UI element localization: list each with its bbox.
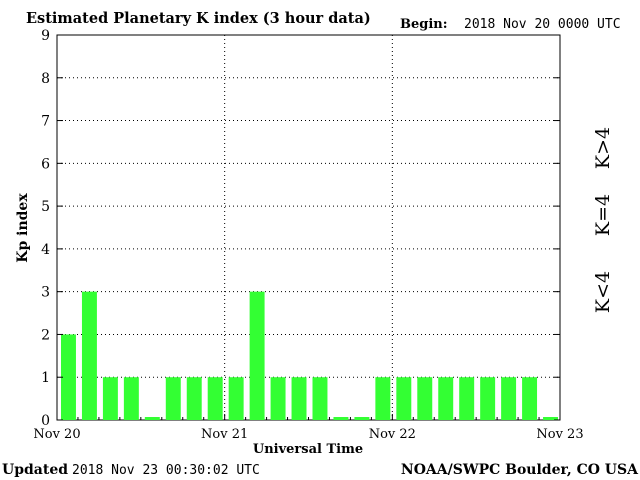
kp-bar <box>207 377 223 420</box>
legend-k-above-4: K>4 <box>592 127 614 169</box>
kp-bar <box>102 377 118 420</box>
y-tick-label: 9 <box>41 28 50 44</box>
y-tick-label: 6 <box>41 156 50 172</box>
y-tick-label: 4 <box>41 242 50 258</box>
y-tick-label: 3 <box>41 285 50 301</box>
begin-label: Begin: <box>400 17 448 32</box>
kp-bar <box>165 377 181 420</box>
legend-k-equals-4: K=4 <box>592 194 614 236</box>
kp-bar <box>459 377 475 420</box>
bar-series <box>61 291 558 420</box>
y-axis-label: Kp index <box>15 193 31 263</box>
kp-bar <box>438 377 454 420</box>
y-tick-label: 1 <box>41 370 50 386</box>
kp-bar <box>375 377 391 420</box>
kp-bar <box>480 377 496 420</box>
x-axis-label: Universal Time <box>253 442 363 457</box>
grid-lines <box>57 35 560 420</box>
y-tick-label: 7 <box>41 114 50 130</box>
kp-bar <box>396 377 412 420</box>
x-tick-label: Nov 21 <box>201 427 248 442</box>
kp-bar <box>417 377 433 420</box>
kp-bar <box>123 377 139 420</box>
kp-bar <box>270 377 286 420</box>
y-tick-label: 0 <box>41 413 50 429</box>
updated-label: Updated <box>2 462 68 478</box>
kp-bar <box>291 377 307 420</box>
x-tick-label: Nov 20 <box>33 427 80 442</box>
kp-bar <box>333 417 349 420</box>
kp-bar <box>81 291 97 420</box>
kp-bar <box>249 291 265 420</box>
y-tick-label: 2 <box>41 327 50 343</box>
kp-bar <box>543 417 558 420</box>
y-axis-ticks: 0 1 2 3 4 5 6 7 8 9 <box>41 28 560 429</box>
x-axis-ticks: Nov 20 Nov 21 Nov 22 Nov 23 <box>33 414 584 442</box>
kp-bar <box>312 377 328 420</box>
kp-bar <box>354 417 370 420</box>
updated-value: 2018 Nov 23 00:30:02 UTC <box>72 463 260 478</box>
kp-bar <box>522 377 538 420</box>
credit-text: NOAA/SWPC Boulder, CO USA <box>401 462 639 478</box>
kp-bar <box>228 377 244 420</box>
chart-title: Estimated Planetary K index (3 hour data… <box>26 10 371 27</box>
kp-bar <box>144 417 160 420</box>
legend-k-below-4: K<4 <box>592 271 614 313</box>
kp-bar <box>501 377 517 420</box>
x-tick-label: Nov 23 <box>536 427 583 442</box>
y-tick-label: 5 <box>41 199 50 215</box>
y-tick-label: 8 <box>41 71 50 87</box>
plot-frame <box>56 34 561 421</box>
begin-value: 2018 Nov 20 0000 UTC <box>464 17 621 32</box>
kp-bar <box>61 334 76 420</box>
kp-bar <box>186 377 202 420</box>
x-tick-label: Nov 22 <box>369 427 416 442</box>
